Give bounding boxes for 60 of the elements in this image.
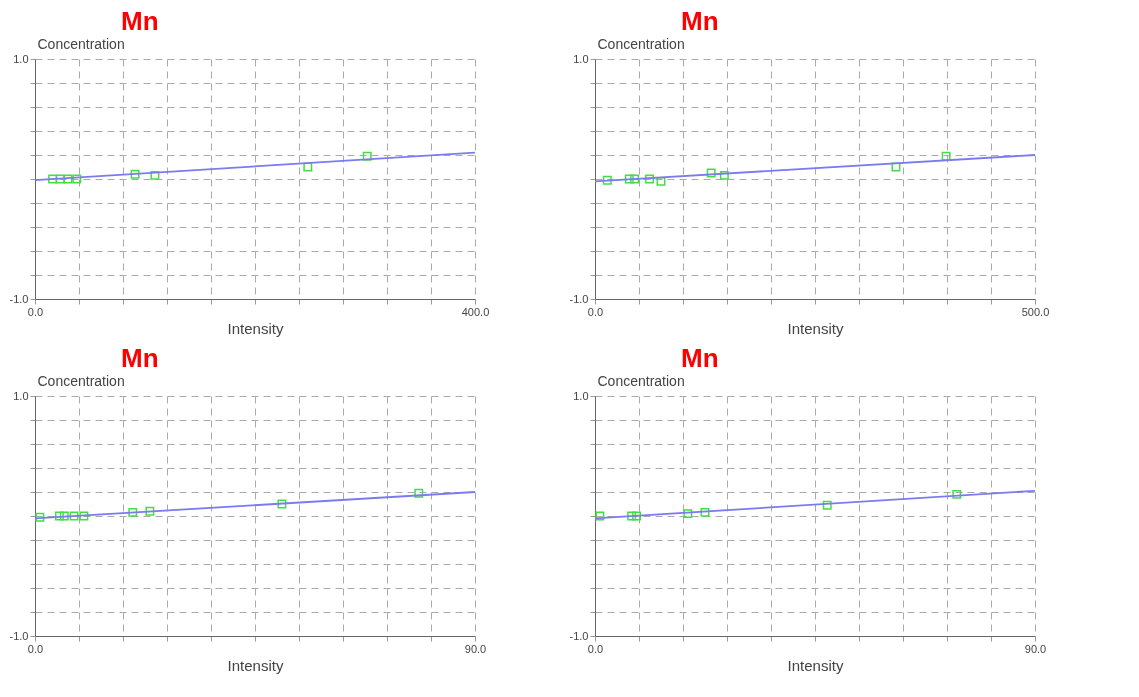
y-tick-label: 1.0 — [13, 389, 29, 402]
point — [72, 174, 82, 184]
y-axis-title: Concentration — [37, 35, 125, 52]
point — [59, 511, 69, 521]
y-tick-label: -1.0 — [9, 629, 29, 642]
point — [55, 174, 65, 184]
chart-title: Mn — [121, 6, 159, 36]
x-tick-label: 0.0 — [587, 305, 604, 318]
point — [683, 509, 693, 519]
y-axis-title: Concentration — [597, 372, 685, 389]
chart-title: Mn — [121, 343, 159, 373]
point — [128, 507, 138, 517]
point — [941, 151, 951, 161]
chart-title: Mn — [681, 6, 719, 36]
x-tick-label: 500.0 — [1021, 305, 1050, 318]
point — [632, 511, 642, 521]
x-axis-title: Intensity — [227, 656, 284, 674]
x-axis-title: Intensity — [787, 319, 844, 337]
point — [595, 511, 605, 521]
y-tick-label: 1.0 — [13, 52, 29, 65]
point — [54, 511, 64, 521]
x-tick-label: 0.0 — [587, 642, 604, 655]
point — [952, 489, 962, 499]
y-tick-label: -1.0 — [569, 292, 589, 305]
point — [891, 162, 901, 172]
point — [48, 174, 58, 184]
chart-title: Mn — [681, 343, 719, 373]
x-axis-title: Intensity — [787, 656, 844, 674]
point — [630, 174, 640, 184]
point — [602, 175, 612, 185]
point — [35, 512, 45, 522]
y-axis-title: Concentration — [37, 372, 125, 389]
x-tick-label: 400.0 — [461, 305, 490, 318]
point — [624, 174, 634, 184]
x-tick-label: 90.0 — [464, 642, 487, 655]
x-axis-title: Intensity — [227, 319, 284, 337]
x-tick-label: 0.0 — [27, 305, 44, 318]
y-tick-label: -1.0 — [9, 292, 29, 305]
point — [69, 511, 79, 521]
point — [150, 170, 160, 180]
point — [822, 500, 832, 510]
point — [700, 507, 710, 517]
point — [277, 499, 287, 509]
point — [706, 168, 716, 178]
y-tick-label: 1.0 — [573, 52, 589, 65]
point — [362, 151, 372, 161]
y-axis-title: Concentration — [597, 35, 685, 52]
point — [414, 488, 424, 498]
point — [719, 170, 729, 180]
point — [79, 511, 89, 521]
point — [130, 169, 140, 179]
point — [645, 174, 655, 184]
point — [627, 511, 637, 521]
point — [145, 506, 155, 516]
x-tick-label: 90.0 — [1024, 642, 1047, 655]
point — [63, 174, 73, 184]
y-tick-label: 1.0 — [573, 389, 589, 402]
point — [303, 162, 313, 172]
y-tick-label: -1.0 — [569, 629, 589, 642]
x-tick-label: 0.0 — [27, 642, 44, 655]
